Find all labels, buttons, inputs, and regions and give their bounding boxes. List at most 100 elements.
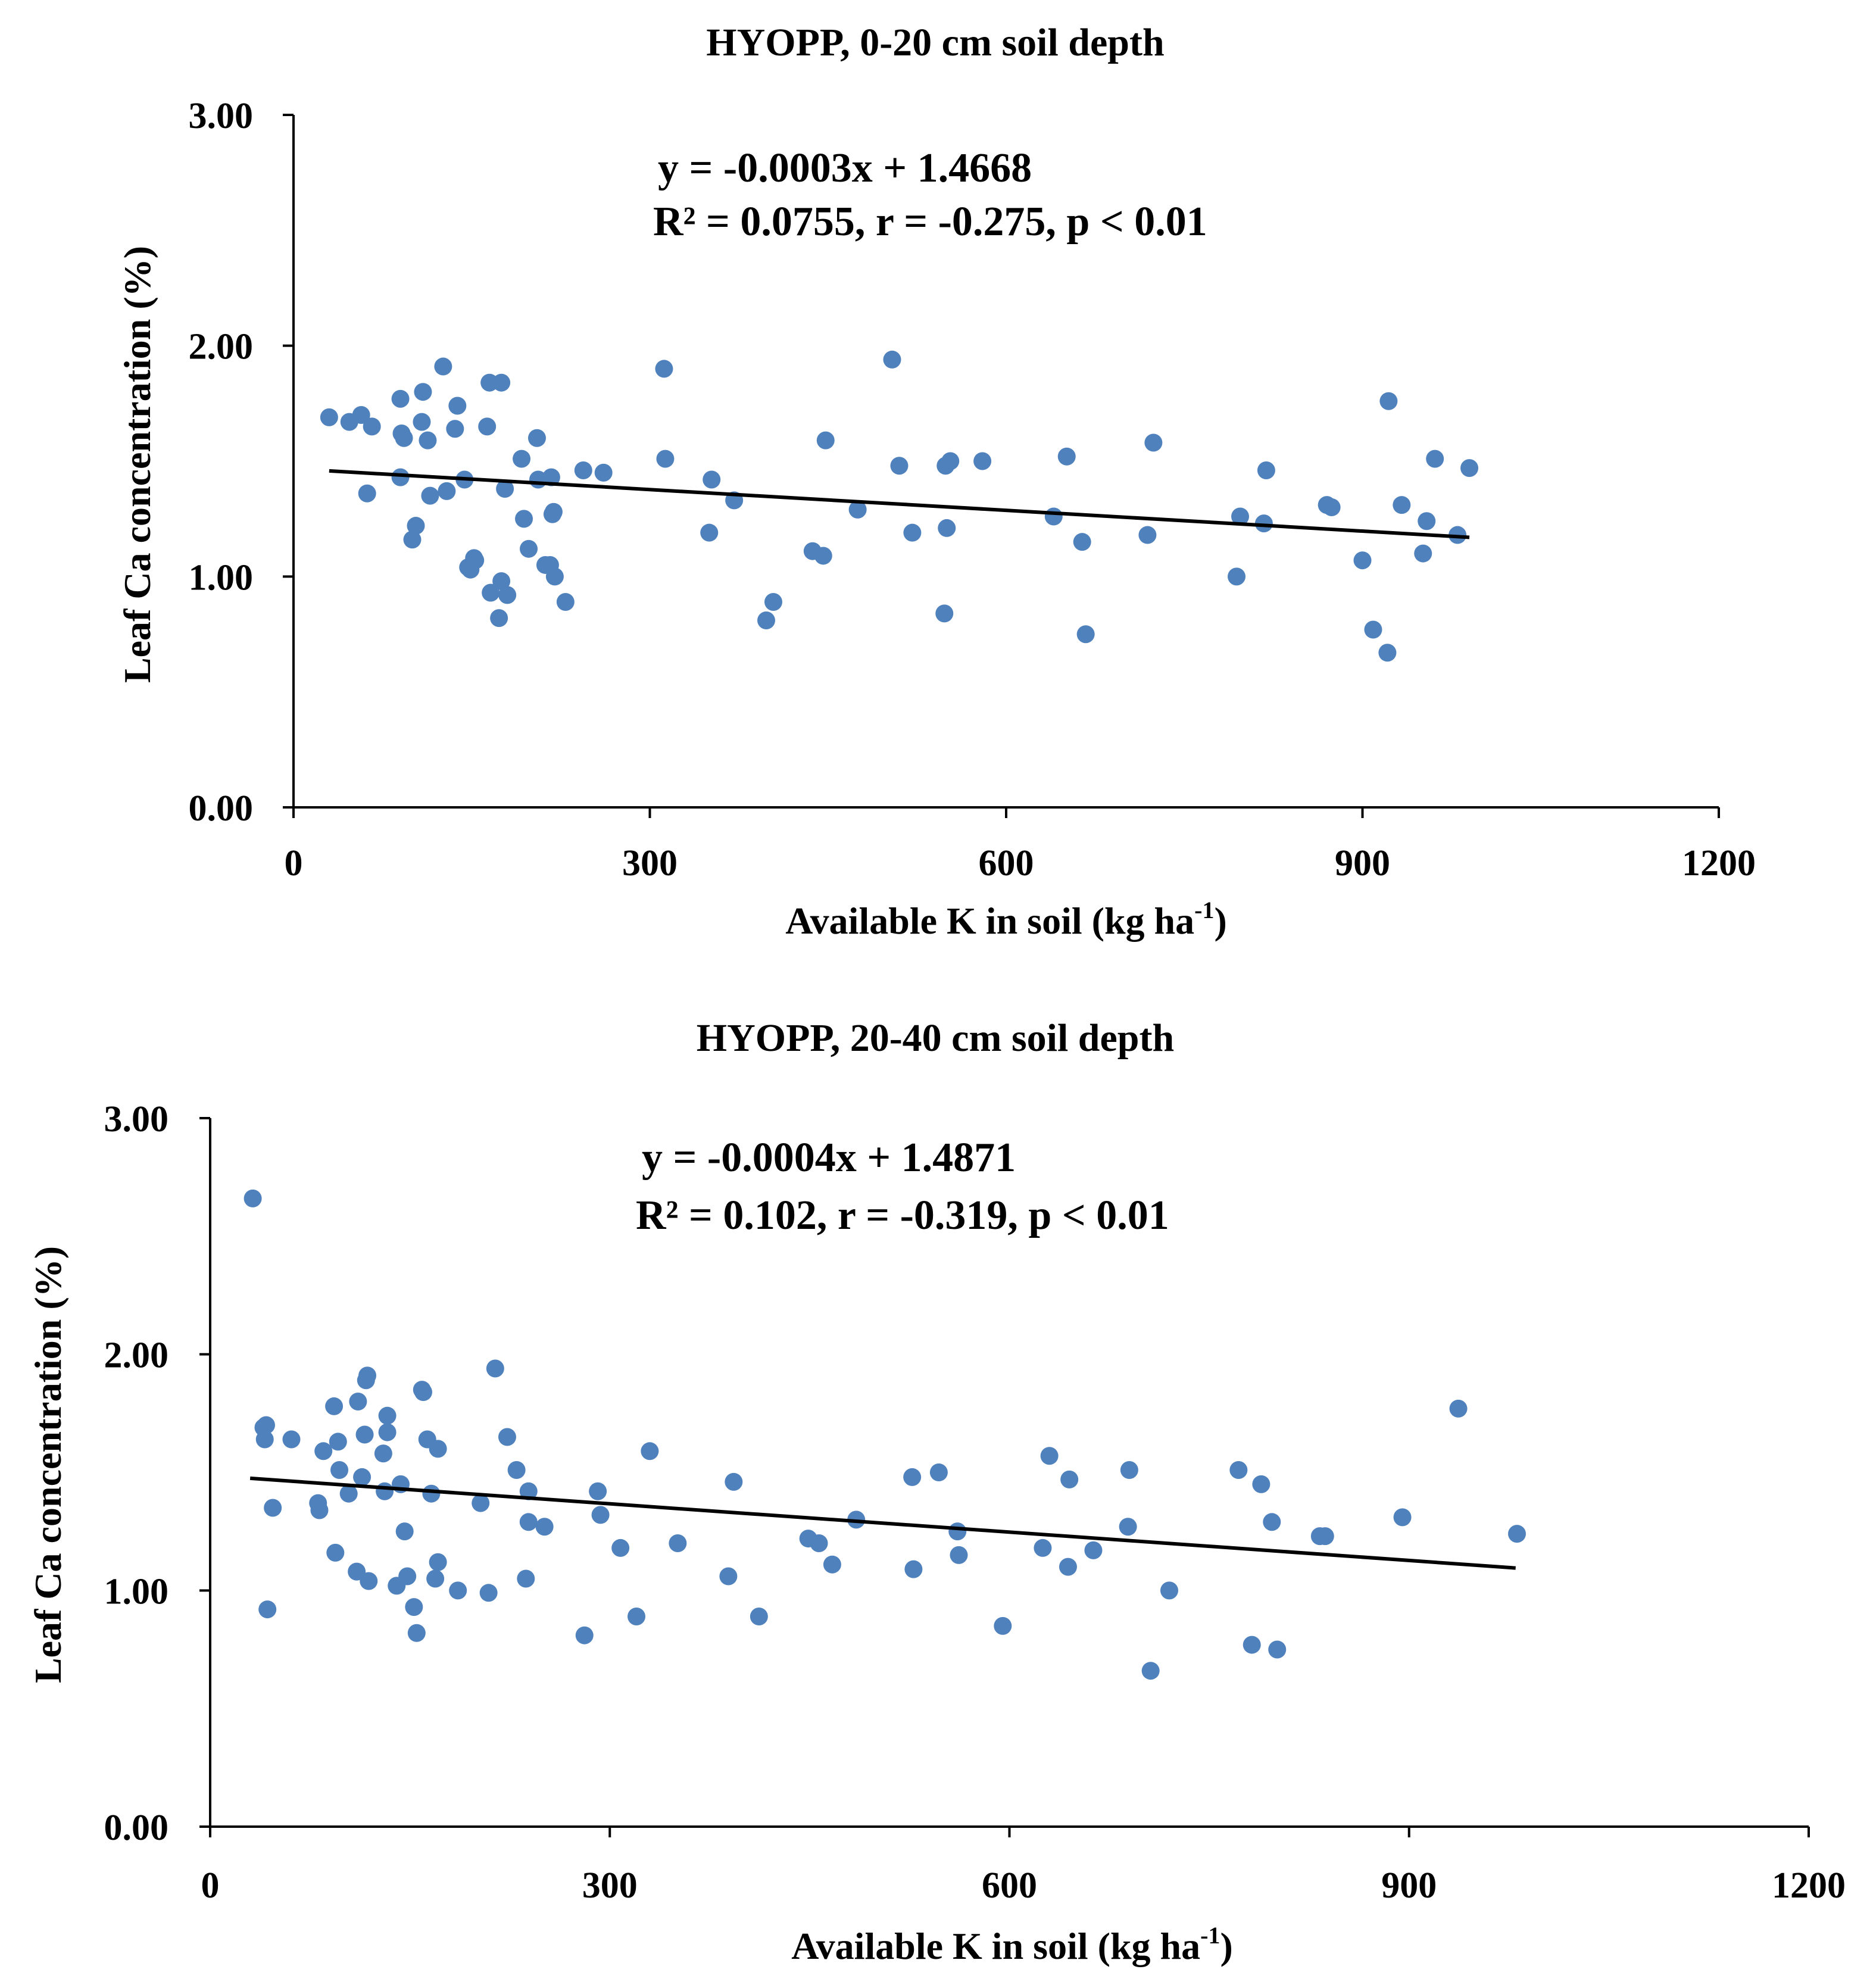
data-point [814, 547, 832, 565]
regression-equation: y = -0.0003x + 1.4668 [658, 145, 1032, 191]
data-point [1144, 433, 1163, 452]
data-point [904, 1560, 923, 1578]
data-point [1141, 1662, 1160, 1680]
data-point [414, 383, 432, 401]
data-point [575, 1626, 594, 1644]
data-point [355, 1425, 374, 1444]
x-tick-label: 1200 [1772, 1865, 1846, 1906]
chart-title: HYOPP, 0-20 cm soil depth [706, 21, 1164, 64]
data-point [1252, 1475, 1270, 1493]
data-point [994, 1616, 1012, 1635]
data-point [329, 1433, 347, 1451]
data-point [320, 408, 338, 426]
y-axis-label: Leaf Ca concentration (%) [27, 1246, 69, 1683]
y-tick-label: 3.00 [104, 1099, 169, 1140]
chart-top: HYOPP, 0-20 cm soil depth y = -0.0003x +… [116, 21, 1756, 942]
data-point [398, 1567, 417, 1586]
data-point [757, 611, 776, 629]
data-point [314, 1442, 333, 1460]
data-point [1316, 1527, 1334, 1546]
data-point [1507, 1525, 1526, 1543]
data-point [496, 480, 514, 498]
data-point [517, 1569, 535, 1588]
data-point [391, 468, 410, 486]
regression-stats: R² = 0.0755, r = -0.275, p < 0.01 [653, 199, 1207, 245]
data-point [438, 482, 456, 500]
data-point [611, 1538, 630, 1557]
data-point [1228, 567, 1246, 586]
data-point [591, 1506, 610, 1524]
data-point [391, 389, 410, 408]
data-point [1076, 625, 1095, 644]
data-point [941, 452, 960, 470]
data-point [352, 405, 370, 424]
data-point [490, 609, 508, 628]
data-point [1120, 1461, 1138, 1480]
trendline [329, 469, 1470, 539]
data-point [1034, 1538, 1052, 1557]
y-tick-label: 0.00 [189, 788, 254, 829]
data-point [519, 1513, 538, 1531]
y-axis-label: Leaf Ca concentration (%) [116, 246, 158, 683]
data-point [426, 1569, 445, 1588]
data-point [935, 604, 954, 623]
data-point [310, 1501, 329, 1519]
data-point [700, 523, 719, 542]
plot-area: 0.00 1.00 2.00 3.00 0 300 600 900 1200 [104, 1099, 1846, 1906]
data-point [461, 560, 480, 579]
data-point [360, 1572, 378, 1590]
x-axis-label-sup: -1 [1194, 897, 1214, 923]
data-point [478, 417, 497, 436]
data-point [507, 1461, 526, 1480]
data-point [326, 1543, 345, 1562]
data-point [414, 1383, 432, 1402]
data-point [950, 1546, 968, 1564]
data-point [479, 1584, 498, 1602]
data-point [449, 1581, 467, 1600]
data-point [378, 1423, 397, 1441]
data-point [669, 1534, 687, 1552]
data-point [750, 1607, 768, 1625]
data-point [325, 1397, 344, 1415]
data-point [515, 510, 533, 528]
data-point [1418, 512, 1436, 530]
plot-area: 0.00 1.00 2.00 3.00 0 300 600 900 1200 [189, 96, 1756, 884]
data-point [413, 413, 431, 431]
data-point [1378, 644, 1397, 662]
data-point [446, 420, 464, 438]
data-point [513, 450, 531, 468]
data-point [1393, 496, 1411, 514]
data-point [948, 1522, 967, 1541]
data-point [482, 583, 500, 602]
data-point [764, 592, 782, 611]
data-point [1254, 514, 1273, 533]
x-tick-label: 0 [285, 843, 303, 884]
data-point [1229, 1461, 1248, 1480]
x-tick-label: 300 [582, 1865, 638, 1906]
data-point [883, 350, 901, 369]
data-point [353, 1468, 372, 1486]
data-point [519, 1482, 538, 1500]
trendline [249, 1476, 1516, 1570]
data-point [527, 429, 546, 447]
data-point [1353, 551, 1372, 570]
data-point [938, 519, 956, 537]
data-point [1393, 1508, 1412, 1527]
data-point [823, 1555, 841, 1574]
data-point [403, 530, 422, 549]
data-point [1138, 526, 1157, 544]
data-point [255, 1430, 274, 1449]
x-tick-label: 1200 [1682, 843, 1756, 884]
data-point [492, 373, 511, 392]
data-point [1257, 461, 1275, 480]
data-point [1160, 1581, 1178, 1600]
data-point [244, 1189, 262, 1207]
data-point [349, 1393, 367, 1410]
data-point [1060, 1470, 1079, 1488]
data-point [1322, 498, 1341, 517]
data-point [429, 1440, 447, 1458]
data-point [492, 572, 511, 591]
data-point [574, 461, 592, 480]
data-point [407, 517, 425, 535]
y-tick-label: 1.00 [104, 1571, 169, 1612]
